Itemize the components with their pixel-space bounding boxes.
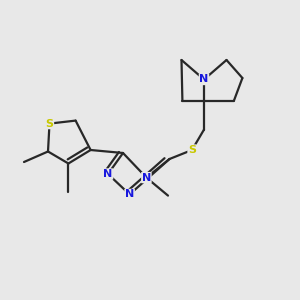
Text: N: N <box>103 169 112 179</box>
Text: S: S <box>46 118 53 129</box>
Text: N: N <box>142 172 151 183</box>
Text: N: N <box>125 189 134 200</box>
Text: S: S <box>188 145 196 155</box>
Text: N: N <box>200 74 208 85</box>
